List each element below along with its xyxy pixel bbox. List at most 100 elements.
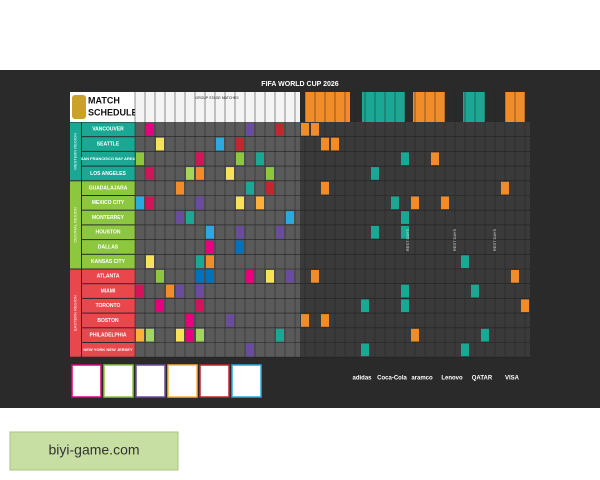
city-label: MEXICO CITY bbox=[92, 200, 125, 206]
sponsor-logo: Lenovo bbox=[441, 376, 463, 382]
match-cell bbox=[196, 328, 204, 342]
city-cell bbox=[82, 122, 135, 137]
city-label: SEATTLE bbox=[97, 141, 120, 147]
match-cell bbox=[461, 255, 469, 268]
city-label: HOUSTON bbox=[96, 230, 121, 236]
city-cell bbox=[82, 196, 135, 210]
match-cell bbox=[401, 225, 409, 239]
match-cell bbox=[501, 181, 509, 195]
match-cell bbox=[286, 270, 294, 283]
sponsor-logo: Coca-Cola bbox=[377, 376, 407, 382]
legend-box bbox=[135, 364, 166, 398]
sponsor-logo: adidas bbox=[352, 376, 372, 382]
match-cell bbox=[146, 255, 154, 268]
watermark-box bbox=[9, 431, 179, 471]
legend-box bbox=[231, 364, 262, 398]
match-cell bbox=[401, 152, 409, 166]
match-cell bbox=[186, 328, 194, 342]
match-cell bbox=[206, 270, 214, 283]
rest-days: REST DAYS bbox=[492, 229, 497, 252]
match-cell bbox=[176, 211, 184, 224]
region-label: WESTERN REGION bbox=[73, 133, 78, 170]
match-cell bbox=[156, 137, 164, 151]
stage-header bbox=[463, 92, 485, 122]
city-label: VANCOUVER bbox=[92, 127, 124, 133]
match-cell bbox=[196, 284, 204, 298]
city-label: GUADALAJARA bbox=[89, 185, 128, 191]
match-cell bbox=[236, 196, 244, 210]
match-cell bbox=[311, 270, 319, 283]
region-bar bbox=[70, 269, 81, 357]
city-label: MONTERREY bbox=[92, 215, 125, 221]
match-cell bbox=[136, 284, 144, 298]
city-label: TORONTO bbox=[96, 303, 121, 309]
city-cell bbox=[82, 210, 135, 225]
match-cell bbox=[321, 314, 329, 327]
event-title: FIFA WORLD CUP 2026 bbox=[261, 81, 339, 88]
legend-box bbox=[71, 364, 102, 398]
legend-box bbox=[199, 364, 230, 398]
match-cell bbox=[321, 181, 329, 195]
match-cell bbox=[331, 137, 339, 151]
city-label: ATLANTA bbox=[97, 274, 120, 280]
match-cell bbox=[401, 284, 409, 298]
match-cell bbox=[166, 284, 174, 298]
match-cell bbox=[391, 196, 399, 210]
match-cell bbox=[196, 255, 204, 268]
match-cell bbox=[441, 196, 449, 210]
match-cell bbox=[301, 123, 309, 136]
match-cell bbox=[206, 225, 214, 239]
match-cell bbox=[196, 152, 204, 166]
match-cell bbox=[236, 137, 244, 151]
match-cell bbox=[236, 240, 244, 254]
match-cell bbox=[236, 225, 244, 239]
group-stage-label: GROUP STAGE MATCHES bbox=[195, 96, 239, 100]
match-cell bbox=[136, 152, 144, 166]
match-cell bbox=[156, 270, 164, 283]
match-cell bbox=[256, 152, 264, 166]
match-cell bbox=[371, 167, 379, 180]
match-cell bbox=[521, 299, 529, 313]
city-label: LOS ANGELES bbox=[90, 171, 126, 177]
match-cell bbox=[511, 270, 519, 283]
city-cell bbox=[82, 240, 135, 254]
city-cell bbox=[82, 328, 135, 342]
match-cell bbox=[196, 167, 204, 180]
match-cell bbox=[266, 167, 274, 180]
match-cell bbox=[186, 314, 194, 327]
match-cell bbox=[411, 196, 419, 210]
match-cell bbox=[226, 314, 234, 327]
match-cell bbox=[246, 123, 254, 136]
group-legend bbox=[71, 364, 262, 398]
match-cell bbox=[361, 299, 369, 313]
region-bar bbox=[70, 122, 81, 181]
city-label: SAN FRANCISCO BAY AREA bbox=[81, 156, 136, 161]
schedule-grid: VANCOUVER SEATTLE SAN FRANCISCO BAY AREA LO… bbox=[70, 92, 530, 358]
trophy-icon bbox=[72, 95, 86, 119]
match-cell bbox=[206, 255, 214, 268]
match-cell bbox=[286, 211, 294, 224]
match-cell bbox=[471, 284, 479, 298]
match-cell bbox=[246, 270, 254, 283]
city-label: NEW YORK NEW JERSEY bbox=[83, 347, 133, 352]
subtitle: SCHEDULE bbox=[88, 107, 138, 117]
match-cell bbox=[216, 137, 224, 151]
match-cell bbox=[136, 328, 144, 342]
match-cell bbox=[196, 270, 204, 283]
match-cell bbox=[146, 123, 154, 136]
match-cell bbox=[311, 123, 319, 136]
city-cell bbox=[82, 137, 135, 151]
match-cell bbox=[431, 152, 439, 166]
city-label: MIAMI bbox=[101, 288, 116, 294]
match-cell bbox=[266, 270, 274, 283]
region-label: EASTERN REGION bbox=[73, 295, 78, 331]
match-cell bbox=[481, 328, 489, 342]
match-cell bbox=[246, 343, 254, 357]
city-label: PHILADELPHIA bbox=[90, 332, 127, 338]
stage-header bbox=[362, 92, 405, 122]
region-label: CENTRAL REGION bbox=[73, 207, 78, 243]
city-label: KANSAS CITY bbox=[91, 259, 126, 265]
